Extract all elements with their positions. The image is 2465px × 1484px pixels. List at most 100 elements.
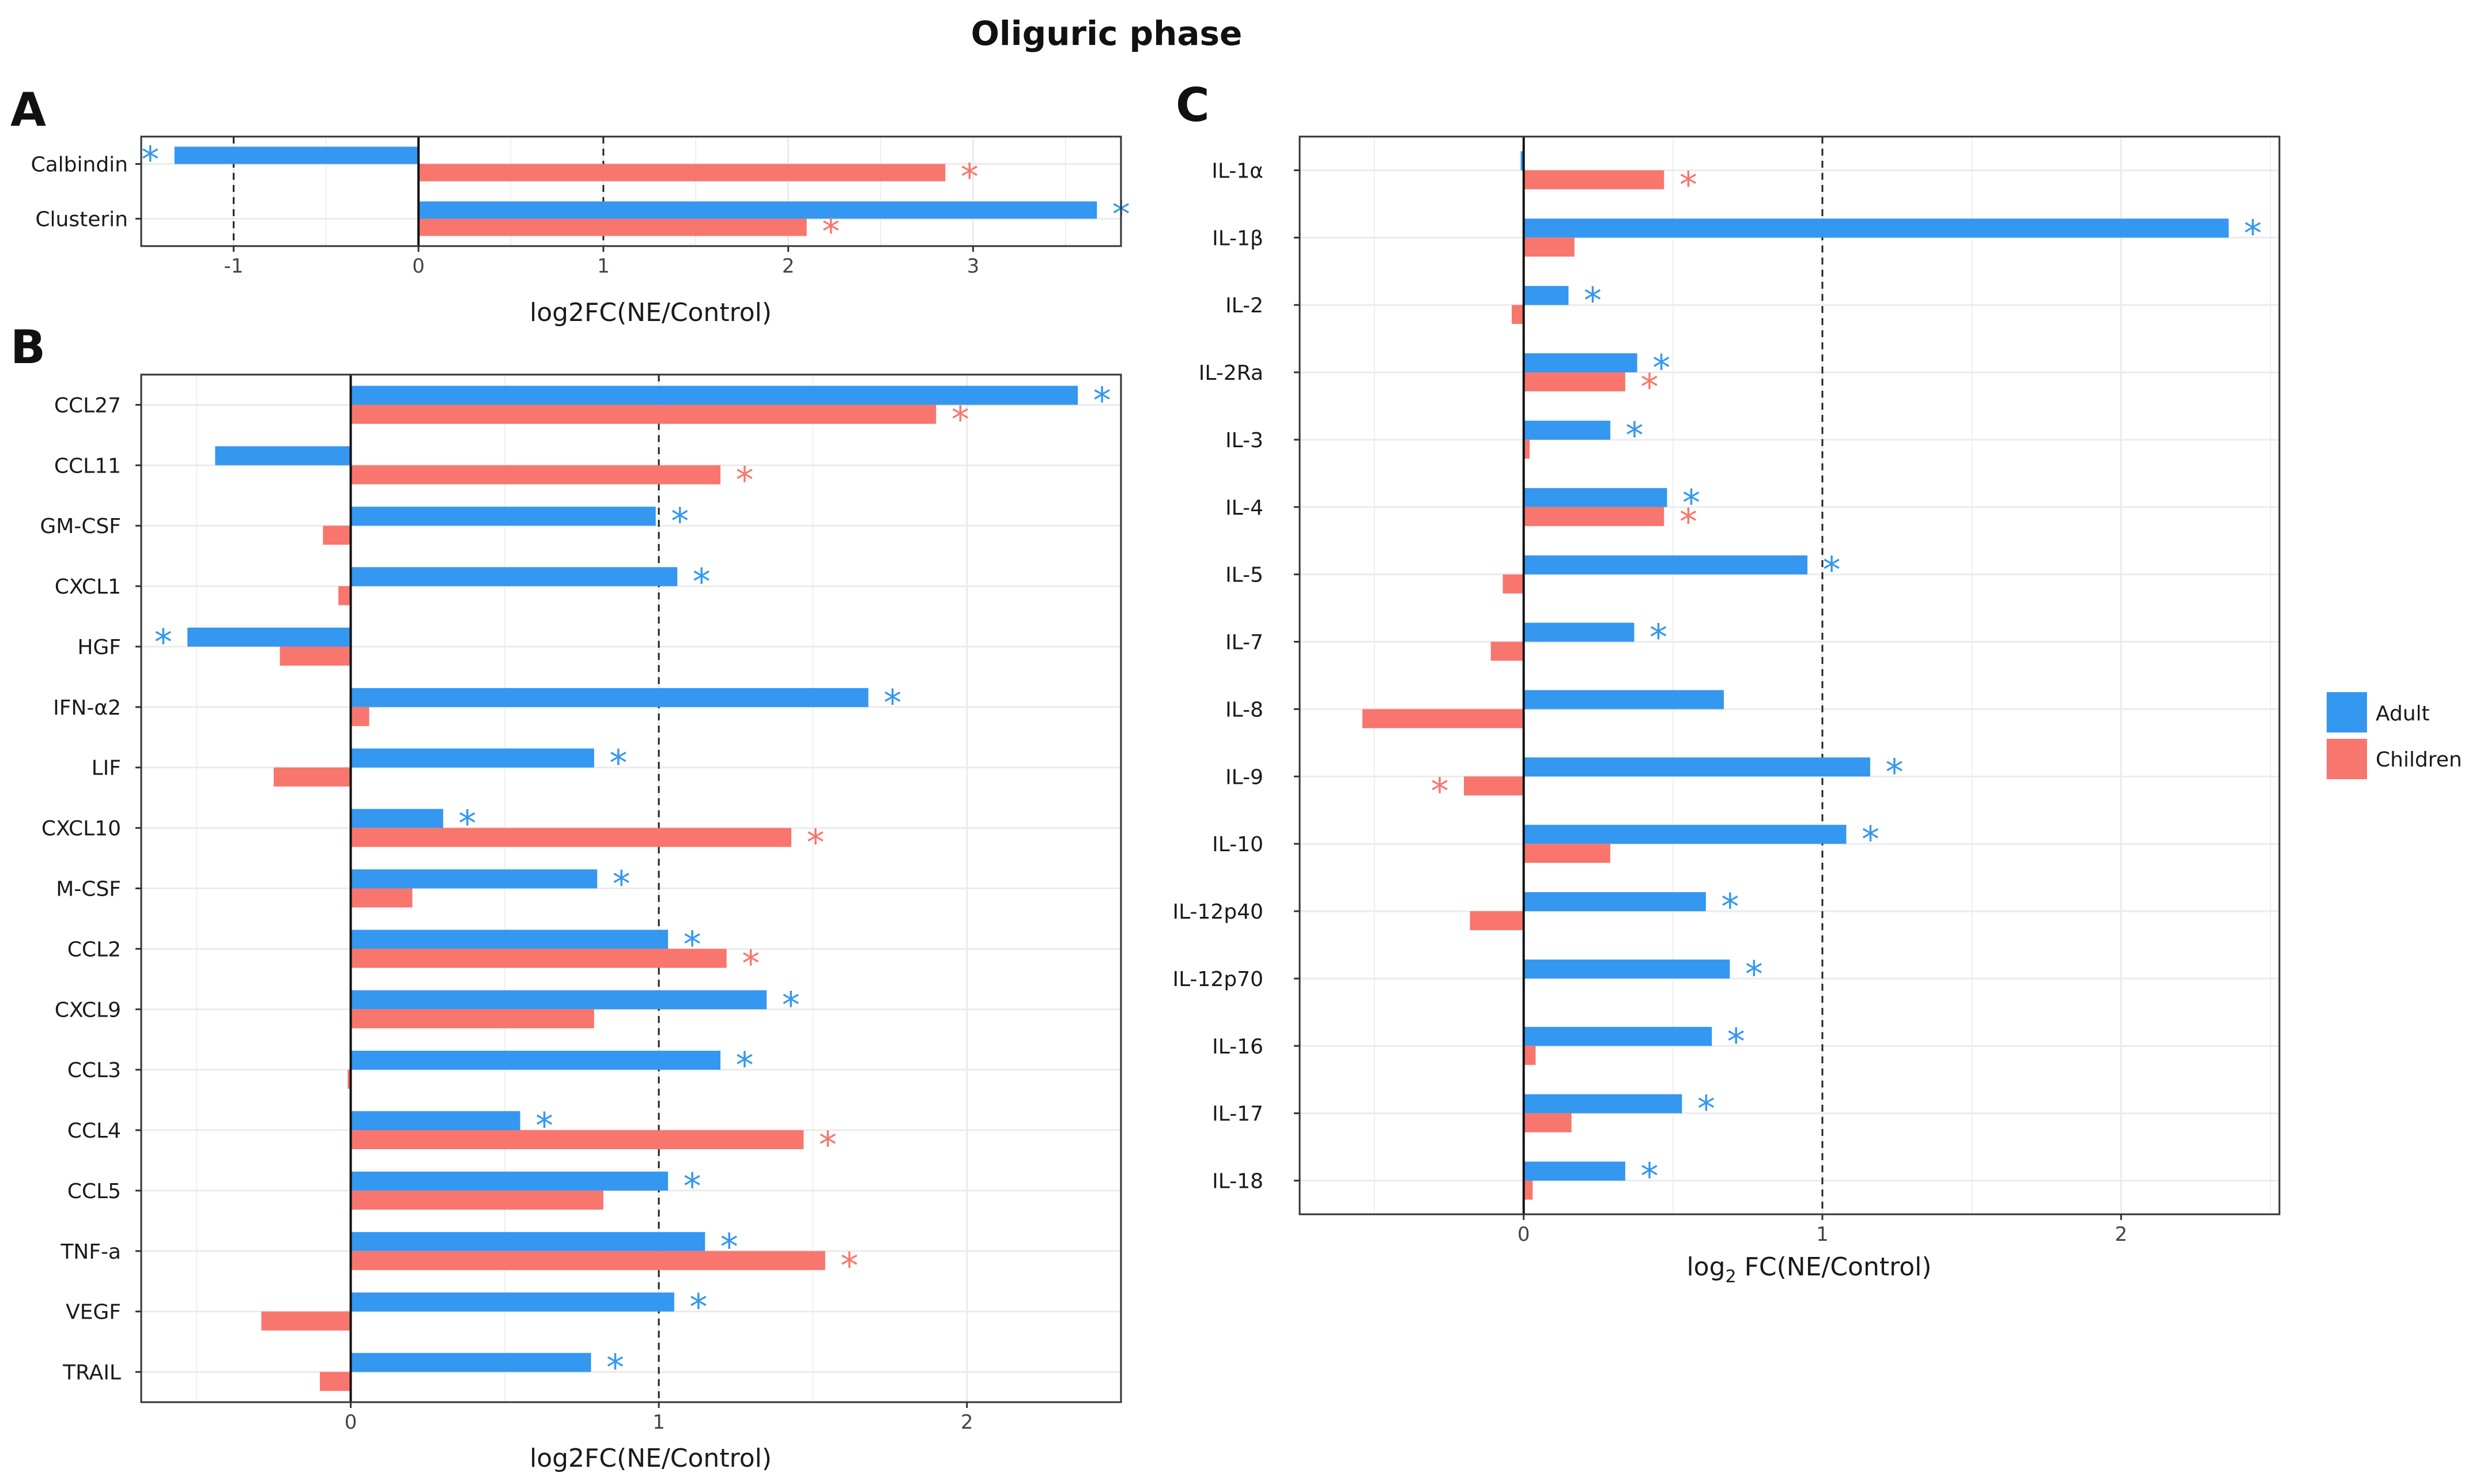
panel-c-xtick-label: 1 xyxy=(1816,1223,1829,1246)
panel-c-bar-adult xyxy=(1523,690,1724,709)
panel-b-bar-adult xyxy=(350,1051,721,1070)
panel-a-star-children: * xyxy=(961,156,979,198)
legend-swatch-adult xyxy=(2327,692,2367,732)
panel-c-bar-adult xyxy=(1523,622,1634,642)
panel-b-star-children: * xyxy=(742,942,760,984)
panel-c-star-adult: * xyxy=(1727,1021,1745,1063)
panel-a-xtick-label: 2 xyxy=(782,255,795,278)
panel-b-bar-children xyxy=(261,1311,351,1331)
panel-a-plot-border xyxy=(140,135,1122,247)
panel-c-star-children: * xyxy=(1679,164,1697,206)
panel-b-category-label: CCL27 xyxy=(54,394,121,417)
panel-b-bar-adult xyxy=(215,446,351,466)
panel-b-category-label: CXCL1 xyxy=(55,575,121,599)
panel-b-bar-children xyxy=(350,1251,825,1270)
panel-c-category-label: IL-2 xyxy=(1225,294,1263,318)
panel-c-category-label: IL-18 xyxy=(1212,1170,1263,1194)
panel-b-category-label: CCL5 xyxy=(67,1180,121,1203)
legend-label-adult: Adult xyxy=(2376,702,2430,726)
panel-b-bar-adult xyxy=(350,748,594,768)
panel-c-plot-border xyxy=(1298,135,2281,1215)
panel-b-star-adult: * xyxy=(684,1165,701,1207)
panel-c-bar-adult xyxy=(1523,1161,1625,1181)
panel-b-bar-adult xyxy=(350,930,669,949)
panel-c-star-adult: * xyxy=(1862,818,1879,860)
panel-b-category-label: CCL11 xyxy=(54,454,121,478)
panel-a-xtick-label: -1 xyxy=(224,255,243,278)
panel-b-star-adult: * xyxy=(782,984,800,1026)
panel-c-category-label: IL-3 xyxy=(1225,429,1263,452)
panel-b-category-label: HGF xyxy=(77,636,121,659)
panel-c-bar-children xyxy=(1511,305,1524,324)
panel-c-bar-children xyxy=(1523,844,1611,863)
panel-b-category-label: TRAIL xyxy=(62,1361,121,1385)
panel-a-bar-children xyxy=(418,164,946,182)
panel-c-star-adult: * xyxy=(1745,953,1763,995)
panel-b-bar-adult xyxy=(350,869,598,889)
panel-a-bar-adult xyxy=(418,201,1097,219)
panel-c-category-label: IL-1β xyxy=(1212,226,1263,250)
panel-a-category-label: Clusterin xyxy=(35,208,128,232)
panel-c-bar-children xyxy=(1523,507,1664,526)
panel-b-bar-adult xyxy=(350,1353,591,1372)
panel-a-xtick-label: 1 xyxy=(597,255,610,278)
panel-c-category-label: IL-8 xyxy=(1225,698,1263,722)
panel-c-star-adult: * xyxy=(1649,617,1667,659)
panel-c-bar-adult xyxy=(1523,959,1730,979)
panel-b-star-adult: * xyxy=(606,1347,624,1389)
panel-b-category-label: M-CSF xyxy=(56,878,121,901)
panel-c-category-label: IL-7 xyxy=(1225,631,1263,655)
panel-b-bar-adult xyxy=(350,809,443,828)
panel-b-bar-children xyxy=(350,465,721,485)
panel-c-bar-children xyxy=(1362,709,1524,728)
panel-c-xtick-label: 0 xyxy=(1517,1223,1530,1246)
panel-a-category-label: Calbindin xyxy=(31,153,128,177)
panel-b-star-adult: * xyxy=(613,863,631,905)
panel-b-xtick-label: 1 xyxy=(652,1411,665,1434)
panel-b-star-children: * xyxy=(952,398,969,440)
panel-b-star-children: * xyxy=(806,822,824,864)
panel-c-bar-children xyxy=(1523,1180,1533,1200)
panel-b-category-label: TNF-a xyxy=(60,1240,121,1264)
panel-c-letter: C xyxy=(1176,78,1210,132)
panel-c-star-adult: * xyxy=(2244,212,2262,254)
panel-b-category-label: CCL3 xyxy=(67,1059,121,1082)
panel-c-category-label: IL-4 xyxy=(1225,496,1263,520)
panel-c-bar-adult xyxy=(1523,218,2229,238)
panel-a-star-adult: * xyxy=(141,139,159,181)
panel-a-letter: A xyxy=(10,83,46,137)
panel-c-star-adult: * xyxy=(1652,347,1670,389)
panel-c-xlabel: log2 FC(NE/Control) xyxy=(1686,1252,1931,1287)
panel-b-star-children: * xyxy=(840,1245,858,1287)
panel-c-star-children: * xyxy=(1431,770,1449,812)
panel-c-category-label: IL-12p40 xyxy=(1173,900,1264,924)
panel-c-bar-children xyxy=(1464,776,1524,796)
panel-b-category-label: CCL4 xyxy=(67,1119,121,1143)
panel-b-star-adult: * xyxy=(671,500,689,542)
panel-b-bar-children xyxy=(350,405,937,424)
panel-c-bar-adult xyxy=(1523,757,1870,777)
panel-b-star-children: * xyxy=(736,459,754,501)
panel-b-star-adult: * xyxy=(609,742,627,784)
panel-c-bar-adult xyxy=(1523,1094,1682,1113)
panel-b-bar-adult xyxy=(350,688,869,707)
panel-b-category-label: IFN-α2 xyxy=(53,696,121,720)
panel-b-bar-children xyxy=(350,828,791,847)
panel-b-category-label: VEGF xyxy=(66,1301,121,1324)
panel-b-xtick-label: 2 xyxy=(961,1411,973,1434)
panel-c-bar-children xyxy=(1523,237,1575,257)
panel-b-bar-children xyxy=(350,1190,603,1210)
panel-b-bar-adult xyxy=(350,386,1078,405)
panel-c-bar-adult xyxy=(1523,488,1667,507)
panel-c-bar-adult xyxy=(1523,1026,1712,1046)
panel-b-bar-children xyxy=(350,888,413,908)
panel-c-bar-children xyxy=(1470,911,1524,931)
panel-b-xtick-label: 0 xyxy=(345,1411,357,1434)
panel-c-category-label: IL-9 xyxy=(1225,765,1263,789)
figure-title: Oliguric phase xyxy=(971,14,1243,53)
panel-b-bar-children xyxy=(350,707,369,726)
panel-b-bar-adult xyxy=(187,627,351,647)
panel-b-bar-adult xyxy=(350,567,678,587)
panel-c-bar-children xyxy=(1523,372,1625,392)
